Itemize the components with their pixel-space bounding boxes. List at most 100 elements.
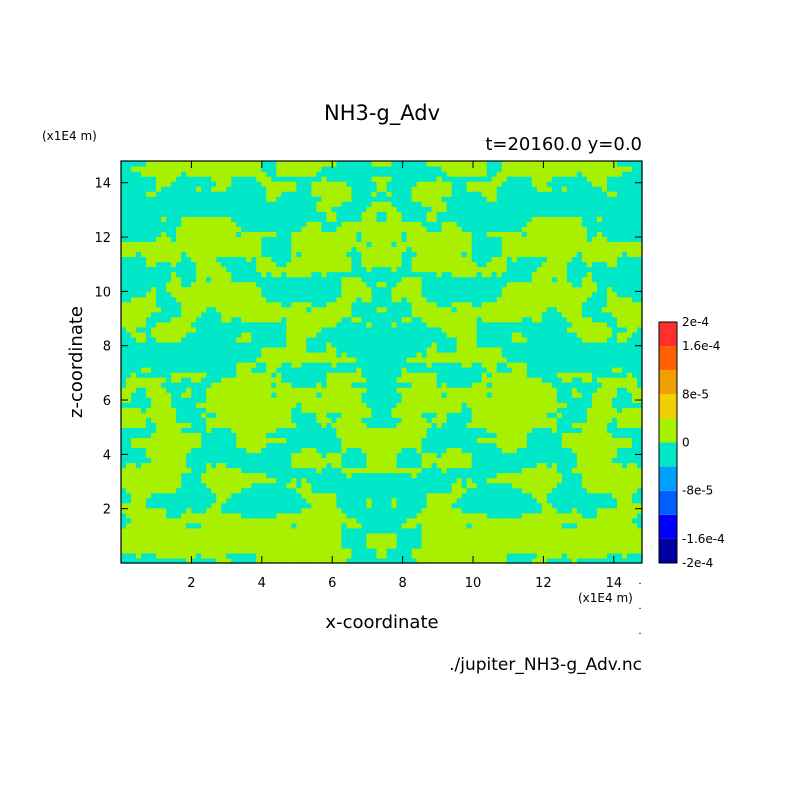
heatmap-cell xyxy=(461,552,468,559)
heatmap-cell xyxy=(401,372,408,378)
heatmap-cell xyxy=(481,457,488,464)
heatmap-cell xyxy=(151,512,157,519)
heatmap-cell xyxy=(486,442,493,449)
heatmap-cell xyxy=(166,557,172,564)
heatmap-cell xyxy=(251,517,257,524)
heatmap-cell xyxy=(401,542,408,549)
heatmap-cell xyxy=(491,482,498,489)
heatmap-cell xyxy=(471,417,478,423)
heatmap-cell xyxy=(541,437,548,444)
heatmap-cell xyxy=(196,547,202,554)
heatmap-cell xyxy=(331,351,338,358)
heatmap-cell xyxy=(286,527,292,534)
heatmap-cell xyxy=(571,522,578,529)
heatmap-cell xyxy=(586,507,593,514)
heatmap-cell xyxy=(626,497,633,504)
heatmap-cell xyxy=(536,442,543,449)
heatmap-cell xyxy=(616,487,623,494)
heatmap-cell xyxy=(406,487,413,494)
heatmap-cell xyxy=(576,346,583,353)
heatmap-cell xyxy=(521,527,528,534)
heatmap-cell xyxy=(271,492,277,499)
heatmap-cell xyxy=(231,502,237,509)
heatmap-cell xyxy=(186,477,192,484)
heatmap-cell xyxy=(506,432,513,438)
heatmap-cell xyxy=(301,336,307,343)
heatmap-cell xyxy=(636,467,643,474)
heatmap-cell xyxy=(411,467,418,474)
heatmap-cell xyxy=(596,492,603,499)
heatmap-cell xyxy=(471,457,478,464)
heatmap-cell xyxy=(531,427,538,433)
heatmap-cell xyxy=(231,482,237,489)
heatmap-cell xyxy=(236,356,242,363)
heatmap-cell xyxy=(331,462,338,469)
heatmap-cell xyxy=(561,321,568,328)
heatmap-cell xyxy=(206,372,212,378)
heatmap-cell xyxy=(586,552,593,559)
heatmap-cell xyxy=(176,387,182,393)
heatmap-cell xyxy=(406,326,413,333)
heatmap-cell xyxy=(166,392,172,398)
heatmap-cell xyxy=(141,321,147,328)
heatmap-cell xyxy=(506,457,513,464)
heatmap-cell xyxy=(451,336,458,343)
heatmap-cell xyxy=(271,326,277,333)
heatmap-cell xyxy=(486,351,493,358)
heatmap-cell xyxy=(526,477,533,484)
heatmap-cell xyxy=(401,472,408,479)
heatmap-cell xyxy=(291,557,297,564)
heatmap-cell xyxy=(526,482,533,489)
heatmap-cell xyxy=(546,407,553,413)
heatmap-cell xyxy=(326,326,332,333)
heatmap-cell xyxy=(506,422,513,428)
heatmap-cell xyxy=(361,552,368,559)
heatmap-cell xyxy=(596,507,603,514)
heatmap-cell xyxy=(576,522,583,529)
heatmap-cell xyxy=(211,527,217,534)
heatmap-cell xyxy=(291,341,297,348)
heatmap-cell xyxy=(341,452,348,459)
heatmap-cell xyxy=(486,452,493,459)
heatmap-cell xyxy=(401,427,408,433)
heatmap-cell xyxy=(211,377,217,383)
heatmap-cell xyxy=(156,532,162,539)
heatmap-cell xyxy=(426,367,433,373)
heatmap-cell xyxy=(146,377,152,383)
heatmap-cell xyxy=(306,527,312,534)
heatmap-cell xyxy=(416,397,423,403)
heatmap-cell xyxy=(231,412,237,418)
heatmap-cell xyxy=(171,392,177,398)
heatmap-cell xyxy=(416,517,423,524)
heatmap-cell xyxy=(536,467,543,474)
heatmap-cell xyxy=(426,326,433,333)
heatmap-cell xyxy=(576,351,583,358)
heatmap-cell xyxy=(361,367,368,373)
heatmap-cell xyxy=(596,362,603,368)
heatmap-cell xyxy=(221,387,227,393)
heatmap-cell xyxy=(121,482,127,489)
heatmap-cell xyxy=(146,507,152,514)
heatmap-cell xyxy=(286,326,292,333)
heatmap-cell xyxy=(616,351,623,358)
heatmap-cell xyxy=(521,552,528,559)
heatmap-cell xyxy=(301,477,307,484)
heatmap-cell xyxy=(446,507,453,514)
heatmap-cell xyxy=(491,392,498,398)
heatmap-cell xyxy=(631,367,638,373)
heatmap-cell xyxy=(126,462,132,469)
heatmap-cell xyxy=(181,422,187,428)
heatmap-cell xyxy=(216,362,222,368)
heatmap-cell xyxy=(306,336,312,343)
heatmap-cell xyxy=(396,326,403,333)
heatmap-cell xyxy=(231,331,237,338)
heatmap-cell xyxy=(146,497,152,504)
heatmap-cell xyxy=(281,351,287,358)
heatmap-cell xyxy=(266,507,272,514)
heatmap-cell xyxy=(226,427,232,433)
heatmap-cell xyxy=(421,512,428,519)
heatmap-cell xyxy=(161,482,167,489)
heatmap-cell xyxy=(601,492,608,499)
heatmap-cell xyxy=(201,557,207,564)
heatmap-cell xyxy=(516,356,523,363)
